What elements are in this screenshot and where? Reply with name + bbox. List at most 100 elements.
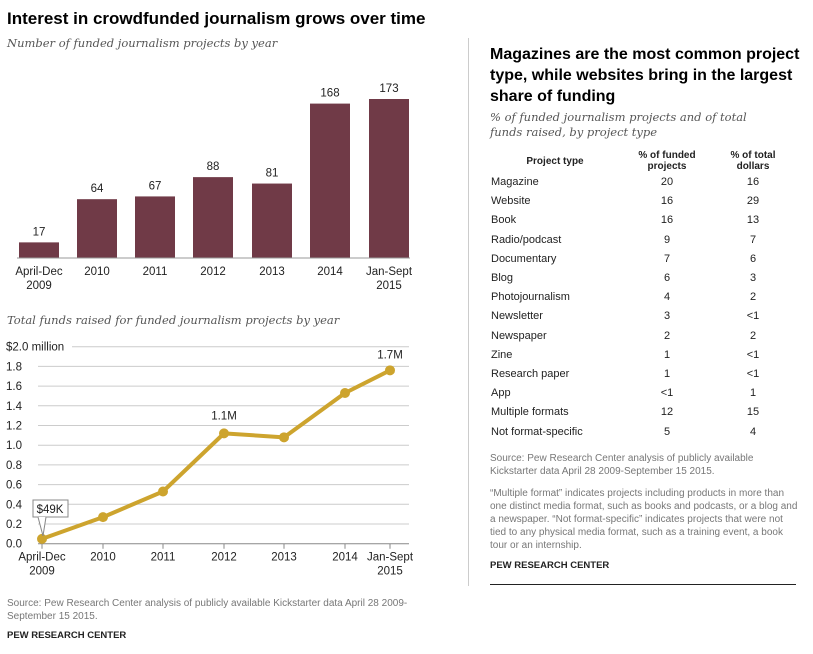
bar-data-label: 17 [33,226,46,238]
row-pct-dollars: 7 [749,233,757,246]
x-tick-label: 2010 [90,552,116,564]
y-tick-label: $2.0 million [6,342,64,354]
row-project-type: Website [491,195,531,208]
row-project-type: Book [491,214,517,227]
y-tick-label: 1.0 [6,440,22,452]
col-header-projects: % of funded projects [638,150,696,172]
data-point [98,512,108,523]
table-title: Magazines are the most common project ty… [490,46,800,105]
row-pct-projects: 1 [663,348,671,361]
y-tick-label: 1.8 [6,361,22,373]
row-pct-projects: 12 [660,406,674,419]
row-project-type: Magazine [491,176,539,188]
row-pct-projects: 9 [663,233,671,246]
row-project-type: Radio/podcast [491,233,562,246]
bar-data-label: 64 [91,183,104,195]
annotation-2012: 1.1M [211,410,237,422]
row-pct-dollars: 29 [746,195,760,208]
data-point [219,428,229,439]
callout-box [32,499,69,518]
table-note: “Multiple format” indicates projects inc… [490,488,798,551]
row-project-type: Newspaper [491,329,547,342]
bar-x-tick: 2011 [143,266,168,278]
row-pct-projects: 5 [663,425,671,438]
bar-data-label: 81 [266,168,279,180]
row-pct-projects: <1 [660,387,674,400]
data-point [340,387,350,398]
col-header-type: Project type [526,156,584,167]
row-project-type: Multiple formats [491,406,569,419]
row-pct-dollars: 4 [749,425,757,438]
row-pct-dollars: <1 [746,348,760,361]
bar-x-tick: 2009 [26,280,52,292]
right-credit: PEW RESEARCH CENTER [490,560,610,571]
bottom-rule [490,584,796,585]
row-pct-dollars: 3 [749,272,757,284]
bar-x-tick: Jan-Sept [366,266,413,278]
row-pct-projects: 20 [660,176,674,188]
data-point [158,486,168,497]
divider [468,38,469,586]
bar-x-tick: 2013 [259,266,285,278]
y-tick-label: 1.6 [6,381,22,393]
x-tick-label: 2011 [151,552,176,564]
y-tick-label: 1.4 [6,401,23,413]
series-line [41,368,391,541]
row-project-type: Newsletter [491,310,543,323]
bar [252,183,292,258]
row-project-type: Not format-specific [491,425,583,438]
col-header-dollars: % of total dollars [730,150,776,172]
bar [19,242,59,258]
callout-pointer [37,516,47,537]
left-credit: PEW RESEARCH CENTER [7,630,127,641]
table-source: Source: Pew Research Center analysis of … [490,453,754,477]
row-project-type: Documentary [491,252,557,265]
bar-chart: 17 April-Dec 2009 64 2010 67 2011 88 2012 81 2013 1… [15,83,413,292]
bar [310,103,350,259]
x-tick-label: 2012 [211,552,237,564]
x-tick-label: Jan-Sept [367,552,414,564]
row-pct-projects: 16 [660,214,674,227]
bar-data-label: 168 [320,88,339,100]
y-tick-label: 1.2 [6,421,22,433]
bar-chart-subtitle: Number of funded journalism projects by … [7,36,278,50]
row-pct-dollars: 1 [749,387,757,400]
row-pct-dollars: 16 [746,176,760,188]
row-pct-projects: 16 [660,195,674,208]
row-project-type: Photojournalism [491,291,570,304]
row-pct-dollars: 6 [749,252,757,265]
line-chart-subtitle: Total funds raised for funded journalism… [7,313,340,327]
x-tick-label: 2014 [332,552,358,564]
row-pct-dollars: 2 [749,329,757,342]
bar [135,196,175,258]
row-pct-projects: 6 [663,272,671,284]
row-pct-projects: 2 [663,329,671,342]
bar-data-label: 88 [207,161,220,173]
y-tick-label: 0.2 [6,519,22,531]
bar-data-label: 173 [379,83,398,95]
row-project-type: Research paper [491,368,570,380]
row-pct-dollars: <1 [746,310,760,323]
row-pct-dollars: 15 [746,406,760,419]
table-subtitle: % of funded journalism projects and of t… [490,110,747,139]
y-tick-label: 0.6 [6,480,22,492]
y-tick-label: 0.8 [6,460,22,472]
x-tick-label: 2015 [377,566,403,578]
row-project-type: Blog [491,272,514,284]
x-tick-label: 2009 [29,566,55,578]
bar-x-tick: 2010 [84,266,110,278]
row-pct-dollars: 13 [746,214,760,227]
row-pct-projects: 4 [663,291,671,304]
bar [77,199,117,258]
annotation-2015: 1.7M [377,349,403,361]
x-tick-label: April-Dec [18,552,66,564]
data-point [385,365,395,376]
bar-data-label: 67 [149,180,162,192]
row-project-type: Zine [491,348,513,361]
row-pct-dollars: <1 [746,368,760,380]
row-pct-projects: 1 [663,368,671,380]
bar-x-tick: 2014 [317,266,343,278]
left-source: Source: Pew Research Center analysis of … [7,598,408,622]
y-tick-label: 0.0 [6,539,22,551]
row-project-type: App [491,387,511,400]
